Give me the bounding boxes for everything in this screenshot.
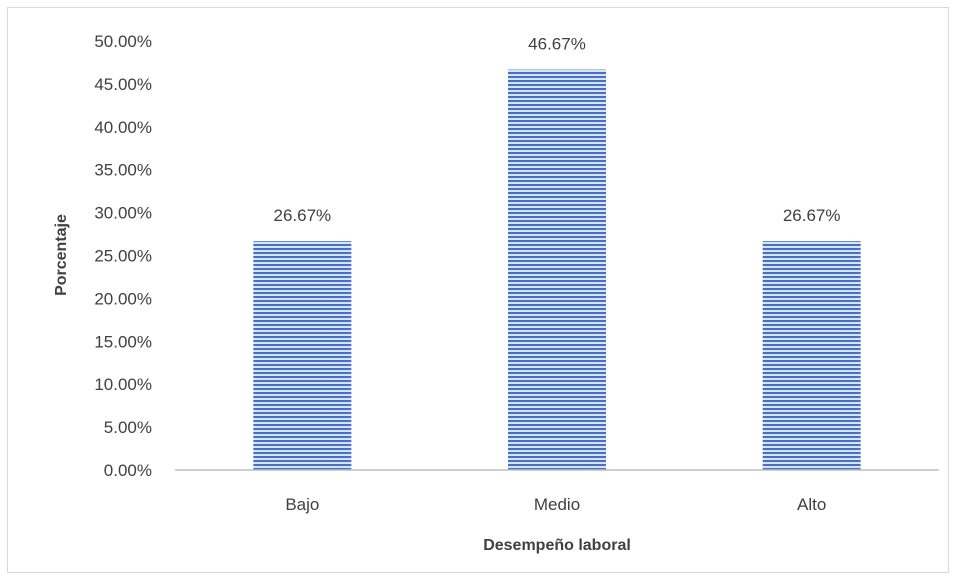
- bar-alto: [762, 241, 861, 470]
- y-tick-label: 25.00%: [94, 247, 152, 266]
- data-label-medio: 46.67%: [528, 35, 586, 54]
- y-tick-label: 5.00%: [104, 418, 152, 437]
- x-tick-label-medio: Medio: [534, 495, 580, 514]
- y-tick-label: 50.00%: [94, 32, 152, 51]
- x-tick-label-alto: Alto: [797, 495, 826, 514]
- y-tick-label: 10.00%: [94, 375, 152, 394]
- y-tick-label: 15.00%: [94, 332, 152, 351]
- x-axis-category-labels: Bajo Medio Alto: [285, 495, 826, 514]
- y-tick-label: 40.00%: [94, 118, 152, 137]
- y-tick-label: 45.00%: [94, 75, 152, 94]
- y-axis-title: Porcentaje: [53, 214, 70, 296]
- y-axis-tick-labels: 0.00% 5.00% 10.00% 15.00% 20.00% 25.00% 30.00%…: [94, 32, 152, 480]
- y-tick-label: 0.00%: [104, 461, 152, 480]
- data-label-bajo: 26.67%: [273, 206, 331, 225]
- y-tick-label: 30.00%: [94, 204, 152, 223]
- y-tick-label: 35.00%: [94, 161, 152, 180]
- data-labels: 26.67% 46.67% 26.67%: [273, 35, 840, 226]
- y-tick-label: 20.00%: [94, 289, 152, 308]
- bar-bajo: [253, 241, 352, 470]
- bar-medio: [508, 69, 606, 470]
- x-tick-label-bajo: Bajo: [285, 495, 319, 514]
- bars: [253, 69, 861, 470]
- x-axis-title: Desempeño laboral: [483, 537, 631, 554]
- data-label-alto: 26.67%: [783, 206, 841, 225]
